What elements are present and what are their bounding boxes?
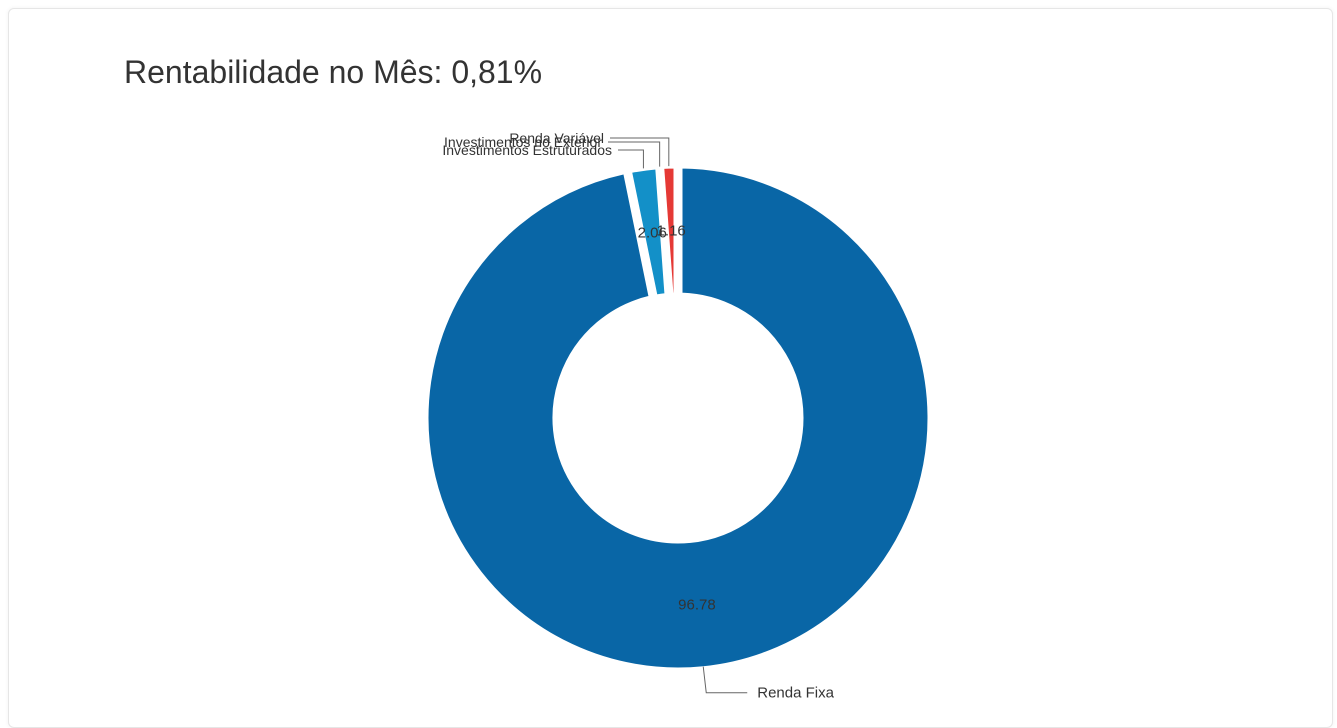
leader-line-renda-variavel <box>610 137 670 167</box>
slices-group <box>427 167 929 669</box>
external-labels-group: Renda Fixa Investimentos EstruturadosInve… <box>442 130 834 702</box>
value-label-renda-variavel: 1.16 <box>657 223 686 240</box>
slice-investimentos-estruturados[interactable] <box>631 168 666 296</box>
value-label-investimentos-estruturados: 2.06 <box>638 224 667 241</box>
value-labels-group: 96.78 2.061.16 <box>638 223 716 614</box>
label-investimentos-estruturados: Investimentos Estruturados <box>442 142 612 158</box>
leader-line-investimentos-estruturados <box>618 149 644 169</box>
chart-title: Rentabilidade no Mês: 0,81% <box>124 54 543 90</box>
label-renda-variavel: Renda Variável <box>509 130 604 146</box>
slice-renda-variavel[interactable] <box>663 167 675 294</box>
slice-renda-fixa[interactable] <box>427 167 929 669</box>
value-label-renda-fixa: 96.78 <box>678 597 716 614</box>
leader-line-investimentos-no-exterior <box>608 141 661 167</box>
label-renda-fixa: Renda Fixa <box>757 685 834 702</box>
leader-line-renda-fixa <box>702 666 748 694</box>
leader-lines-group <box>608 137 748 694</box>
label-investimentos-no-exterior: Investimentos no Exterior <box>444 134 602 150</box>
